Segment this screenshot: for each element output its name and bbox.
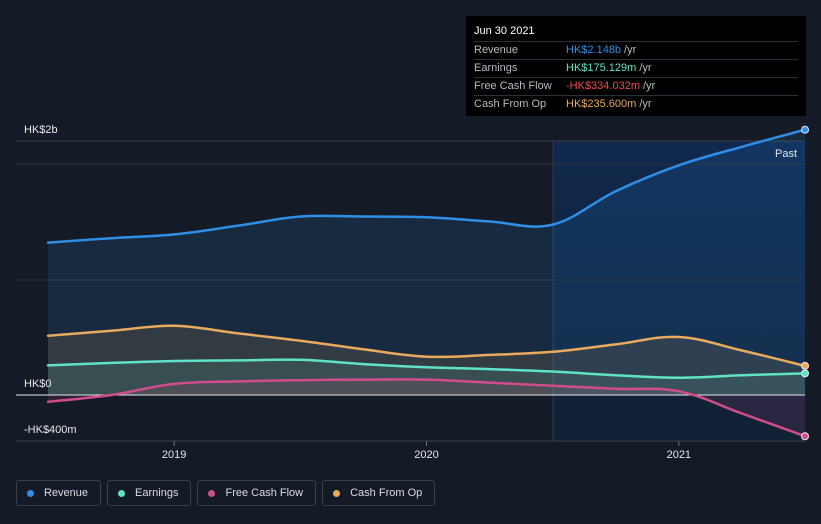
legend-label: Cash From Op: [350, 487, 423, 499]
tooltip-label: Free Cash Flow: [474, 80, 552, 92]
tooltip: Jun 30 2021 Revenue HK$2.148b /yr Earnin…: [466, 16, 806, 116]
past-label: Past: [775, 148, 797, 160]
tooltip-unit: /yr: [624, 44, 637, 56]
line-free-cash-flow: [46, 378, 807, 438]
tooltip-unit: /yr: [643, 80, 656, 92]
y-tick-label-bottom: -HK$400m: [24, 424, 77, 436]
tooltip-unit: /yr: [639, 62, 652, 74]
legend: Revenue Earnings Free Cash Flow Cash Fro…: [16, 480, 436, 506]
x-axis: 2019 2020 2021: [162, 441, 691, 461]
series-endpoints: [801, 125, 809, 441]
x-tick-label: 2019: [162, 449, 186, 461]
area-cash-from-op: [48, 325, 805, 395]
tooltip-date: Jun 30 2021: [474, 25, 535, 37]
legend-item-revenue[interactable]: Revenue: [16, 480, 102, 506]
area-free-cash-flow: [48, 379, 805, 437]
endpoint-free-cash-flow: [801, 432, 809, 441]
legend-dot-icon: [27, 489, 34, 497]
legend-label: Revenue: [44, 487, 89, 499]
tooltip-row-earnings: Earnings HK$175.129m /yr: [474, 59, 798, 77]
tooltip-label: Cash From Op: [474, 98, 547, 110]
endpoint-revenue: [801, 125, 809, 134]
endpoint-cash-from-op: [801, 361, 809, 370]
legend-item-cash-from-op[interactable]: Cash From Op: [322, 480, 436, 506]
legend-dot-icon: [118, 489, 126, 497]
tooltip-row-cash-from-op: Cash From Op HK$235.600m /yr: [474, 95, 798, 113]
x-tick-label: 2020: [414, 449, 438, 461]
line-cash-from-op: [46, 324, 807, 368]
tooltip-label: Earnings: [474, 62, 518, 74]
legend-label: Free Cash Flow: [225, 487, 304, 499]
endpoint-earnings: [801, 369, 809, 378]
line-revenue: [46, 128, 807, 244]
tooltip-label: Revenue: [474, 44, 519, 56]
x-tick-label: 2021: [667, 449, 691, 461]
series-lines: [46, 128, 807, 438]
legend-dot-icon: [208, 489, 216, 497]
tooltip-value: HK$175.129m: [566, 62, 637, 74]
legend-item-earnings[interactable]: Earnings: [107, 480, 192, 506]
series-areas: [48, 129, 805, 437]
area-earnings: [48, 359, 805, 395]
tooltip-value: -HK$334.032m: [566, 80, 640, 92]
legend-item-free-cash-flow[interactable]: Free Cash Flow: [197, 480, 317, 506]
tooltip-value: HK$235.600m: [566, 98, 637, 110]
area-revenue: [48, 129, 805, 395]
tooltip-unit: /yr: [639, 98, 652, 110]
line-earnings: [46, 358, 807, 379]
tooltip-row-revenue: Revenue HK$2.148b /yr: [474, 41, 798, 59]
tooltip-value: HK$2.148b: [566, 44, 622, 56]
y-tick-label-top: HK$2b: [24, 124, 58, 136]
legend-dot-icon: [333, 489, 341, 497]
tooltip-row-free-cash-flow: Free Cash Flow -HK$334.032m /yr: [474, 77, 798, 95]
legend-label: Earnings: [135, 487, 179, 499]
y-tick-label-zero: HK$0: [24, 378, 52, 390]
